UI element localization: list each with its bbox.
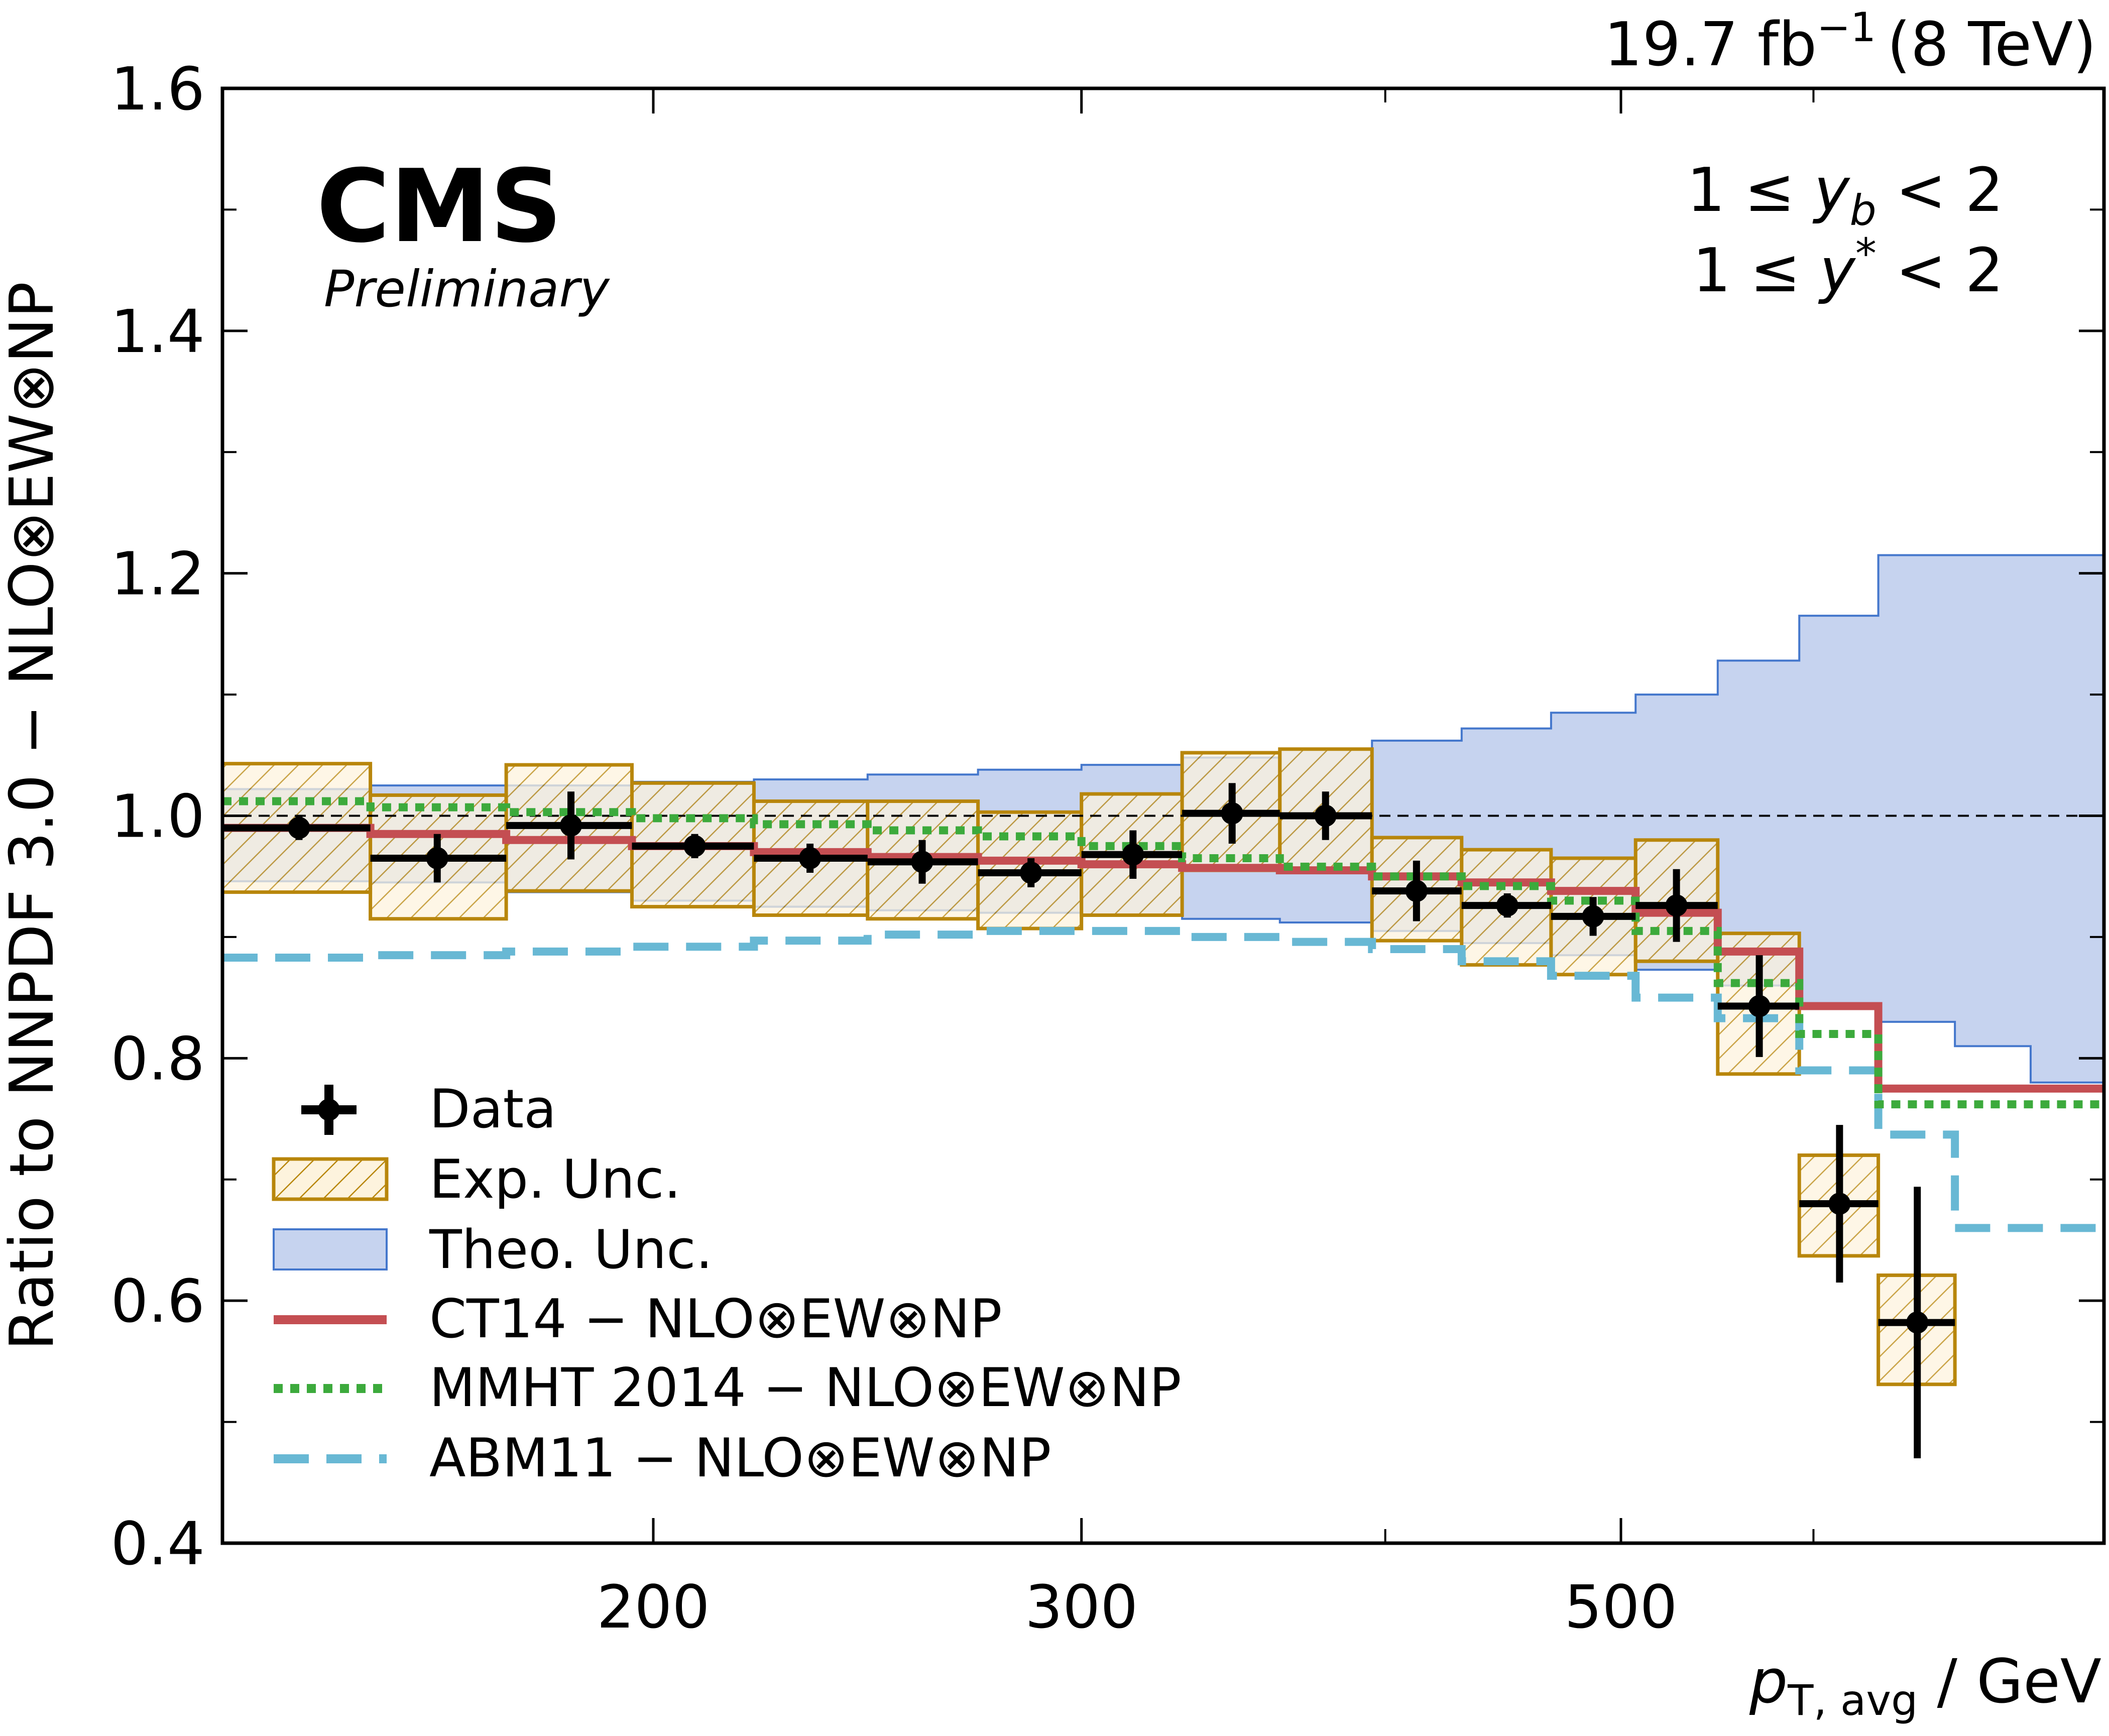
legend-label-ct14: CT14 − NLO⊗EW⊗NP: [429, 1288, 1002, 1350]
data-point: [754, 844, 868, 873]
legend: Data Exp. Unc. Theo. Unc. CT14 − NLO⊗EW⊗…: [272, 1078, 1182, 1489]
legend-data-marker-dot: [318, 1099, 340, 1121]
mmht-line: [222, 797, 2104, 1109]
y-axis-title: Ratio to NNPDF 3.0 − NLO⊗EW⊗NP: [0, 282, 67, 1350]
data-point: [1878, 1187, 1955, 1459]
data-point: [867, 840, 978, 884]
data-point: [978, 858, 1082, 887]
luminosity-label: 19.7 fb−1 (8 TeV): [1604, 4, 2096, 80]
data-marker: [426, 847, 448, 869]
legend-item-mmht: MMHT 2014 − NLO⊗EW⊗NP: [274, 1357, 1182, 1419]
y-tick-label: 1.4: [110, 297, 205, 366]
data-points: [222, 783, 1955, 1459]
data-point: [370, 834, 507, 883]
data-point: [1461, 893, 1551, 918]
y-tick-label: 0.4: [110, 1509, 205, 1578]
axis-ticks: 0.4 0.6 0.8 1.0 1.2 1.4 1.6 200 300 500: [110, 54, 2104, 1642]
data-point: [1635, 869, 1718, 942]
data-marker: [1314, 804, 1337, 827]
data-marker: [799, 847, 822, 869]
data-point: [1081, 830, 1183, 879]
x-tick-label: 500: [1564, 1572, 1677, 1642]
legend-swatch-theo: [273, 1228, 388, 1270]
data-marker: [683, 835, 706, 857]
data-point: [1799, 1125, 1879, 1283]
y-tick-label: 1.6: [110, 54, 205, 124]
data-point: [1182, 783, 1280, 844]
data-point: [632, 834, 754, 858]
legend-item-data: Data: [301, 1078, 556, 1140]
legend-label-data: Data: [429, 1078, 556, 1140]
data-point: [222, 816, 371, 840]
y-tick-label: 0.8: [110, 1024, 205, 1093]
y-tick-label: 1.2: [110, 539, 205, 609]
data-marker: [1122, 843, 1144, 866]
data-marker: [911, 851, 933, 873]
legend-label-exp: Exp. Unc.: [429, 1148, 681, 1210]
data-marker: [1665, 894, 1688, 917]
legend-label-mmht: MMHT 2014 − NLO⊗EW⊗NP: [429, 1357, 1182, 1419]
preliminary-label: Preliminary: [324, 260, 610, 318]
legend-swatch-exp: [272, 1157, 389, 1201]
legend-item-exp: Exp. Unc.: [272, 1148, 681, 1210]
abm11-line: [222, 927, 2104, 1232]
data-marker: [288, 817, 310, 839]
data-marker: [1582, 905, 1604, 928]
data-point: [1717, 955, 1800, 1057]
data-point: [506, 791, 632, 860]
data-marker: [1828, 1193, 1851, 1215]
data-marker: [1221, 802, 1243, 825]
data-marker: [1496, 894, 1518, 917]
x-tick-label: 200: [597, 1572, 710, 1642]
rapidity-cut-yb: 1 ≤ yb < 2: [1687, 156, 2004, 235]
rapidity-cut-ystar: 1 ≤ y* < 2: [1693, 229, 2004, 306]
legend-item-theo: Theo. Unc.: [273, 1219, 713, 1281]
data-marker: [1748, 995, 1771, 1017]
data-point: [1372, 860, 1462, 921]
legend-label-theo: Theo. Unc.: [429, 1219, 713, 1281]
plot-area: [222, 554, 2104, 1459]
data-marker: [1906, 1311, 1929, 1334]
data-point: [1279, 791, 1372, 840]
data-point: [1551, 897, 1636, 936]
legend-label-abm11: ABM11 − NLO⊗EW⊗NP: [429, 1427, 1051, 1489]
data-marker: [1020, 861, 1042, 884]
y-tick-label: 0.6: [110, 1266, 205, 1336]
legend-item-ct14: CT14 − NLO⊗EW⊗NP: [274, 1288, 1002, 1350]
legend-item-abm11: ABM11 − NLO⊗EW⊗NP: [274, 1427, 1051, 1489]
experiment-logo: CMS: [316, 148, 562, 265]
x-axis-title: pT, avg / GeV: [1749, 1647, 2101, 1725]
y-tick-label: 1.0: [110, 782, 205, 851]
data-marker: [1405, 880, 1428, 902]
data-marker: [560, 814, 582, 837]
x-tick-label: 300: [1025, 1572, 1138, 1642]
